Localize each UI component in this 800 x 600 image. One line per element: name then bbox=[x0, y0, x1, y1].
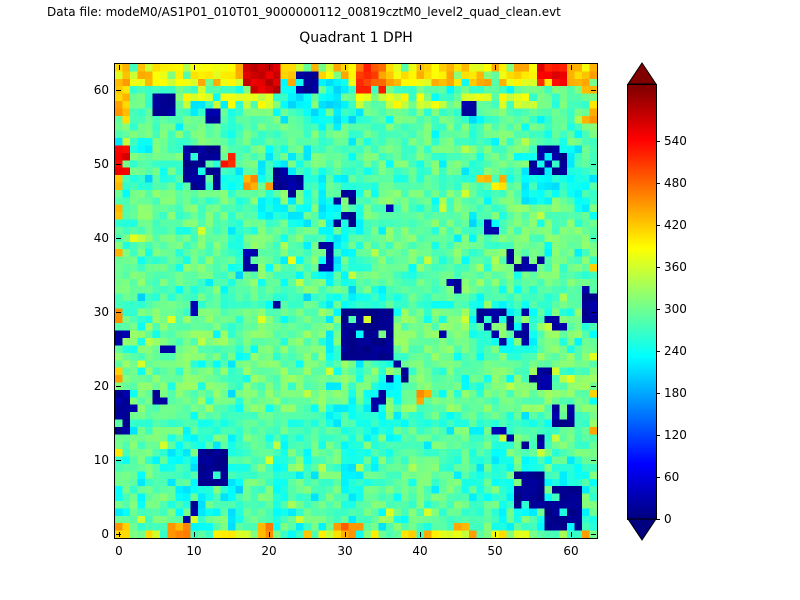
y-tick-mark bbox=[591, 312, 596, 313]
y-tick-label: 50 bbox=[93, 157, 109, 171]
colorbar-tick-mark bbox=[656, 435, 660, 436]
colorbar-tick-mark bbox=[656, 225, 660, 226]
x-tick-mark bbox=[119, 65, 120, 70]
colorbar-tick-mark bbox=[656, 477, 660, 478]
y-tick-mark bbox=[591, 90, 596, 91]
colorbar-tick-label: 60 bbox=[664, 470, 680, 484]
colorbar-tick-label: 300 bbox=[664, 302, 687, 316]
y-tick-mark bbox=[116, 90, 121, 91]
colorbar-tick-mark bbox=[656, 309, 660, 310]
colorbar-tick-label: 420 bbox=[664, 218, 687, 232]
y-tick-mark bbox=[116, 386, 121, 387]
colorbar-tick-label: 540 bbox=[664, 134, 687, 148]
x-tick-mark bbox=[420, 65, 421, 70]
x-tick-label: 10 bbox=[186, 544, 202, 558]
colorbar-tick-mark bbox=[656, 519, 660, 520]
y-tick-mark bbox=[116, 534, 121, 535]
y-tick-mark bbox=[116, 460, 121, 461]
x-tick-mark bbox=[571, 532, 572, 537]
y-tick-label: 40 bbox=[93, 231, 109, 245]
colorbar-extend-max-arrow bbox=[627, 62, 657, 85]
plot-title: Quadrant 1 DPH bbox=[299, 30, 413, 46]
colorbar-extend-min-arrow bbox=[627, 518, 657, 541]
y-tick-label: 60 bbox=[93, 83, 109, 97]
x-tick-mark bbox=[345, 65, 346, 70]
y-tick-mark bbox=[591, 534, 596, 535]
data-file-label: Data file: modeM0/AS1P01_010T01_90000001… bbox=[47, 5, 561, 19]
y-tick-label: 10 bbox=[93, 453, 109, 467]
colorbar-tick-mark bbox=[656, 393, 660, 394]
colorbar-tick-mark bbox=[656, 267, 660, 268]
x-tick-mark bbox=[571, 65, 572, 70]
x-tick-label: 50 bbox=[487, 544, 503, 558]
y-tick-mark bbox=[591, 238, 596, 239]
y-tick-mark bbox=[116, 312, 121, 313]
y-tick-label: 30 bbox=[93, 305, 109, 319]
x-tick-mark bbox=[345, 532, 346, 537]
x-tick-mark bbox=[495, 65, 496, 70]
y-tick-label: 0 bbox=[101, 527, 109, 541]
x-tick-label: 20 bbox=[261, 544, 277, 558]
y-tick-mark bbox=[116, 238, 121, 239]
colorbar-tick-label: 240 bbox=[664, 344, 687, 358]
x-tick-mark bbox=[194, 65, 195, 70]
x-tick-label: 0 bbox=[115, 544, 123, 558]
y-tick-mark bbox=[591, 460, 596, 461]
x-tick-mark bbox=[269, 65, 270, 70]
colorbar-tick-label: 360 bbox=[664, 260, 687, 274]
x-tick-mark bbox=[495, 532, 496, 537]
colorbar-tick-mark bbox=[656, 141, 660, 142]
x-tick-mark bbox=[269, 532, 270, 537]
colorbar-tick-label: 0 bbox=[664, 512, 672, 526]
colorbar-tick-mark bbox=[656, 351, 660, 352]
y-tick-label: 20 bbox=[93, 379, 109, 393]
x-tick-mark bbox=[194, 532, 195, 537]
heatmap-canvas bbox=[115, 64, 597, 538]
colorbar-gradient bbox=[628, 85, 656, 519]
x-tick-mark bbox=[420, 532, 421, 537]
colorbar-tick-label: 480 bbox=[664, 176, 687, 190]
colorbar-tick-label: 180 bbox=[664, 386, 687, 400]
colorbar-tick-label: 120 bbox=[664, 428, 687, 442]
y-tick-mark bbox=[591, 386, 596, 387]
y-tick-mark bbox=[116, 164, 121, 165]
x-tick-label: 30 bbox=[337, 544, 353, 558]
x-tick-label: 60 bbox=[563, 544, 579, 558]
y-tick-mark bbox=[591, 164, 596, 165]
colorbar-tick-mark bbox=[656, 183, 660, 184]
x-tick-label: 40 bbox=[412, 544, 428, 558]
